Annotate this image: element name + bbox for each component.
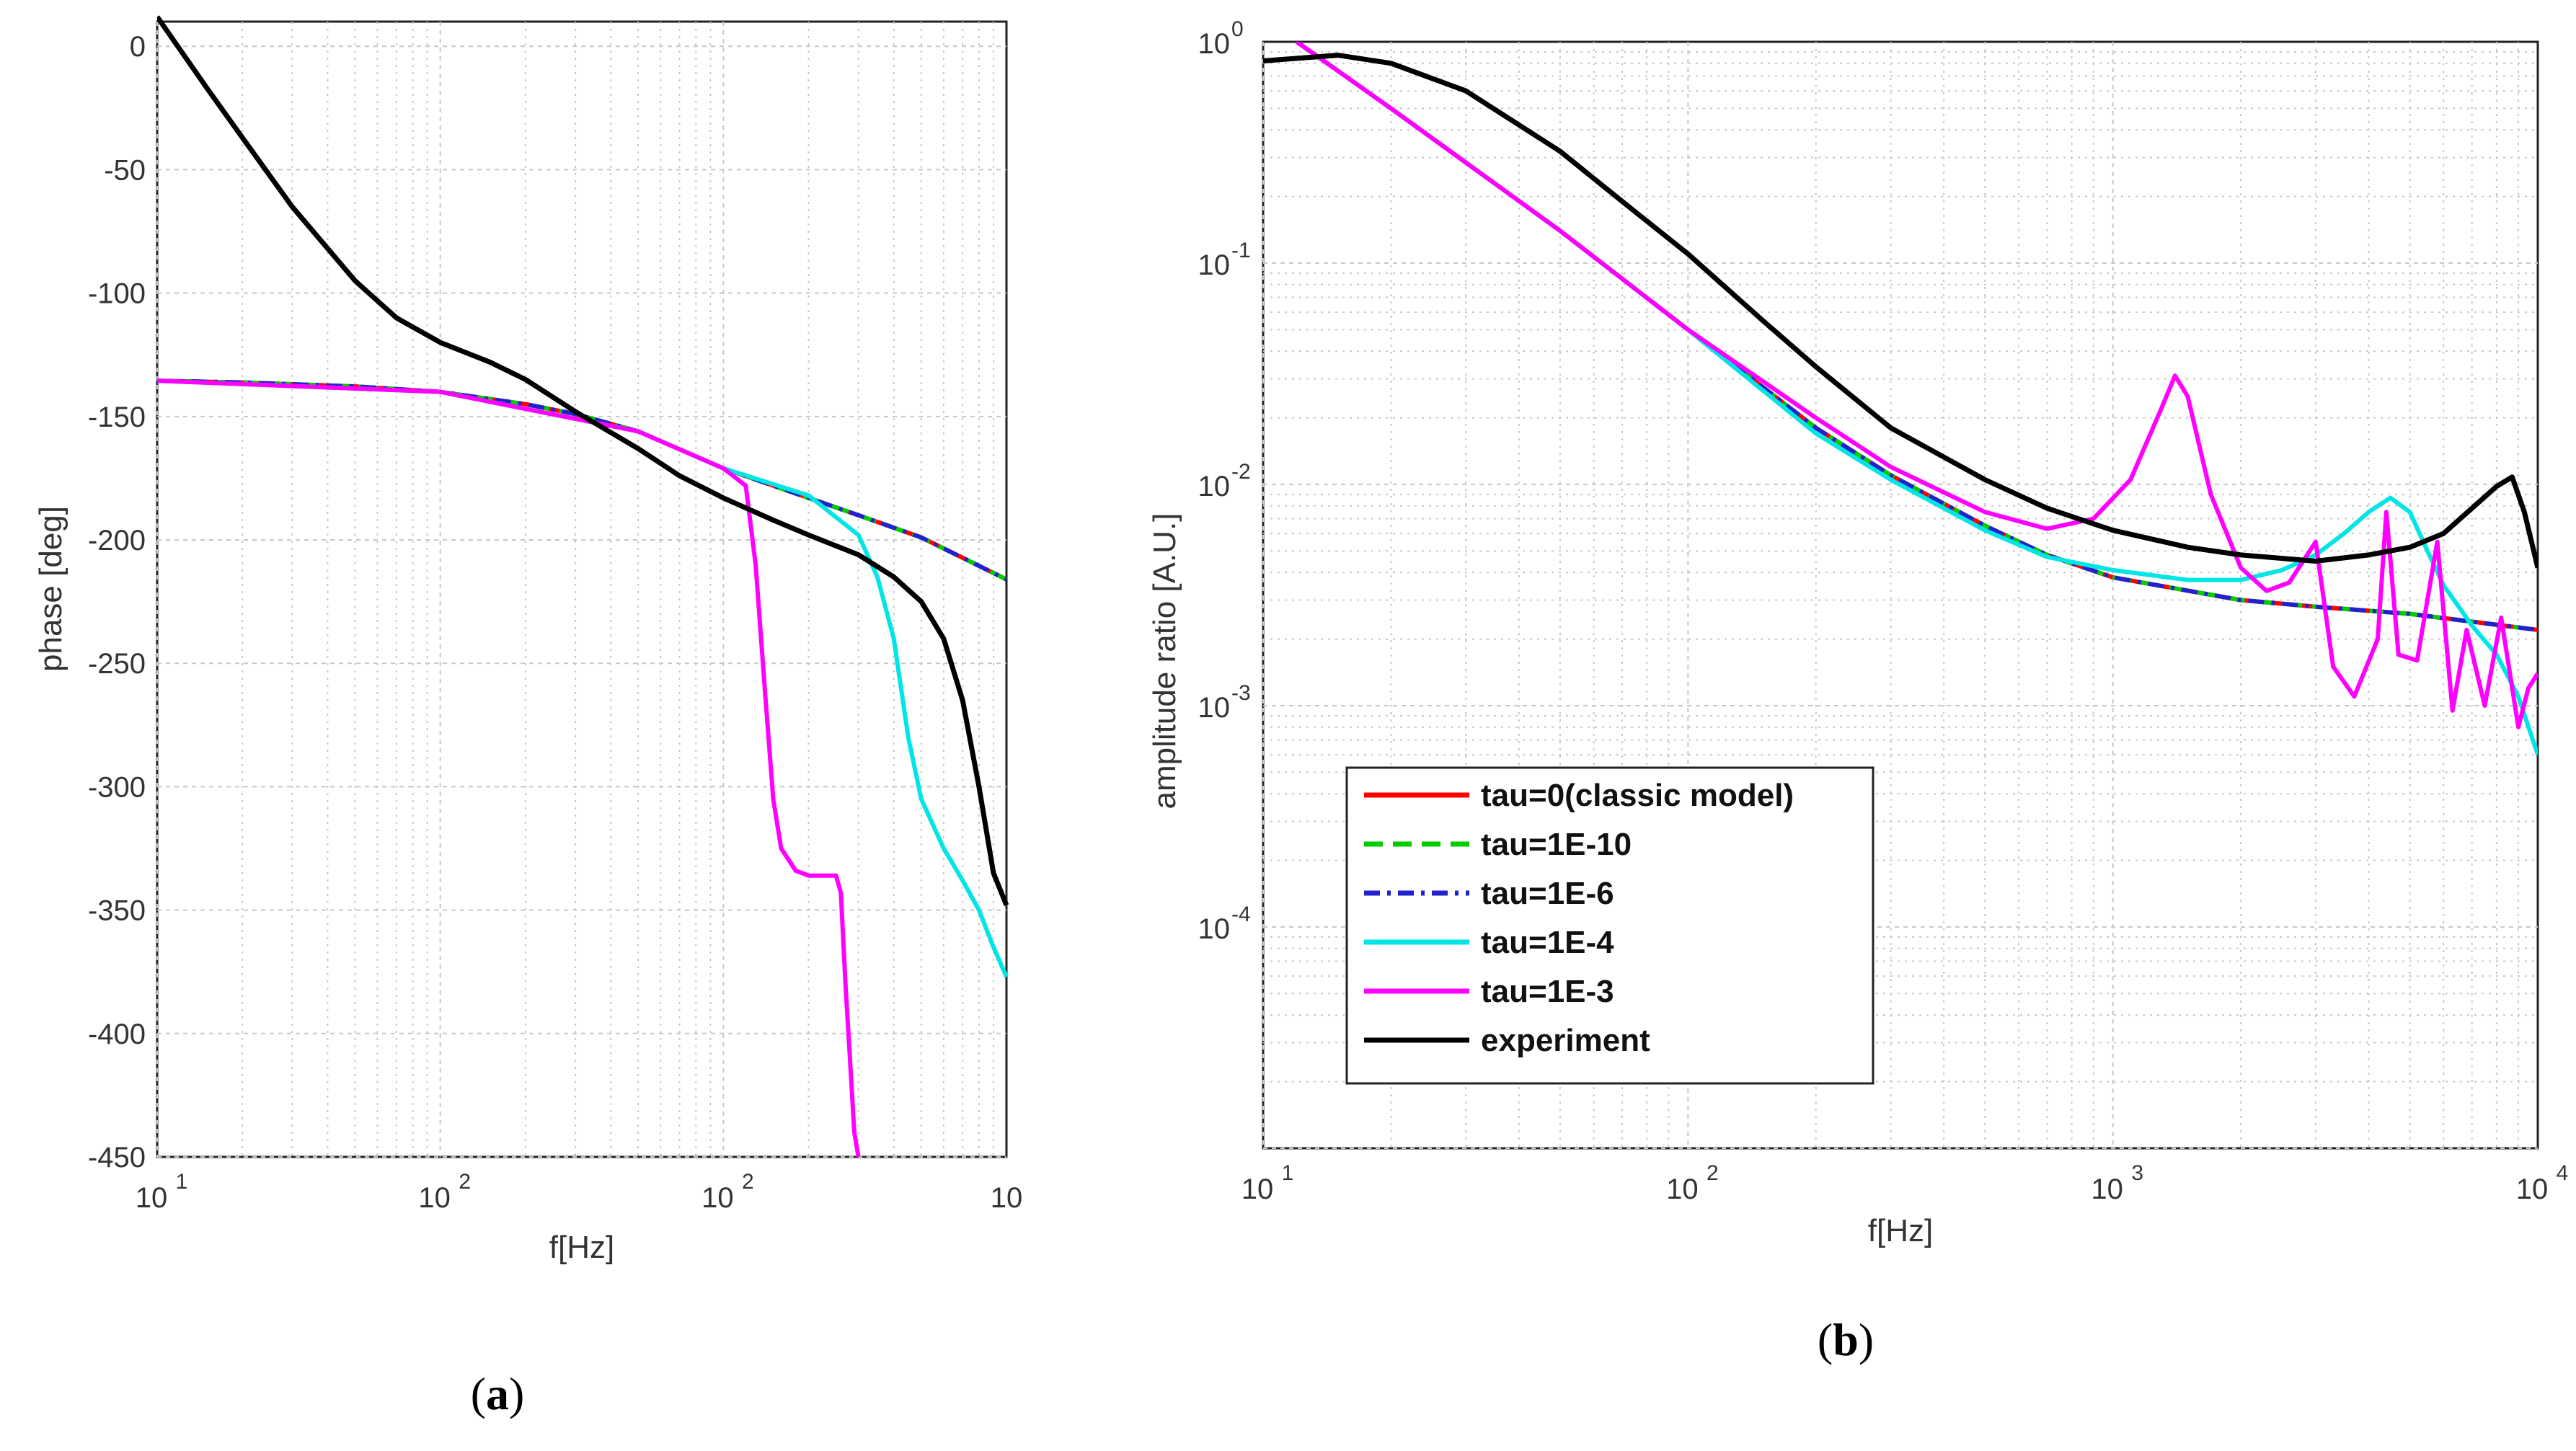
x-tick-exponent: 1 xyxy=(1282,1161,1294,1185)
phase-plot-series xyxy=(157,15,1009,1157)
legend-label: experiment xyxy=(1481,1023,1650,1058)
x-tick-exponent: 2 xyxy=(459,1170,471,1194)
phase-plot-grid xyxy=(156,22,1006,1158)
series-line-tau-1e-4 xyxy=(1295,42,2538,756)
y-tick-label: 10 xyxy=(1198,913,1231,945)
y-tick-label: -50 xyxy=(104,154,146,186)
legend-label: tau=1E-4 xyxy=(1481,925,1614,960)
x-tick-label: 10 xyxy=(1666,1173,1699,1205)
x-tick-exponent: 2 xyxy=(1707,1161,1719,1185)
panel-b-label: (b) xyxy=(1818,1314,1874,1365)
y-tick-label: 10 xyxy=(1198,692,1231,724)
y-tick-label: 10 xyxy=(1198,471,1231,502)
phase-plot-x-label: f[Hz] xyxy=(549,1230,614,1265)
phase-plot-x-ticks: 10 1 10 2 10 2 10 xyxy=(136,1170,1023,1214)
phase-plot-y-label: phase [deg] xyxy=(33,506,68,672)
x-tick-label: 10 xyxy=(991,1182,1023,1214)
x-tick-exponent: 2 xyxy=(742,1170,754,1194)
series-line-experiment xyxy=(1263,53,2538,569)
panel-a-label: (a) xyxy=(471,1368,525,1419)
x-tick-label: 10 xyxy=(136,1182,168,1214)
y-tick-exponent: -4 xyxy=(1231,902,1251,926)
y-tick-exponent: -2 xyxy=(1231,460,1251,484)
x-tick-label: 10 xyxy=(2516,1173,2549,1205)
y-tick-exponent: -1 xyxy=(1231,239,1251,262)
amplitude-plot-y-label: amplitude ratio [A.U.] xyxy=(1147,513,1182,809)
amplitude-plot-series xyxy=(1263,42,2538,756)
phase-plot-panel: 0-50-100-150-200-250-300-350-400-450 101… xyxy=(33,15,1023,1419)
y-tick-label: -450 xyxy=(88,1142,146,1173)
y-tick-label: -200 xyxy=(88,525,146,556)
series-line-tau-1e-3 xyxy=(1295,42,2538,729)
y-tick-label: -100 xyxy=(88,278,146,310)
y-tick-label: -150 xyxy=(88,401,146,433)
y-tick-label: -350 xyxy=(88,895,146,927)
amplitude-plot-x-ticks: 10 1 10 2 10 3 10 4 xyxy=(1241,1161,2569,1205)
legend-box xyxy=(1345,766,1875,1085)
x-tick-label: 10 xyxy=(1241,1173,1274,1205)
x-tick-exponent: 3 xyxy=(2131,1161,2143,1185)
y-tick-label: -400 xyxy=(88,1019,146,1050)
amplitude-plot-x-label: f[Hz] xyxy=(1868,1213,1933,1248)
amplitude-plot-grid xyxy=(1262,42,2538,1149)
y-tick-label: -300 xyxy=(88,771,146,803)
y-tick-label: 10 xyxy=(1198,28,1231,60)
legend-label: tau=1E-10 xyxy=(1481,827,1632,862)
y-tick-exponent: -3 xyxy=(1231,681,1251,705)
y-tick-label: -250 xyxy=(88,648,146,680)
amplitude-plot-legend: tau=0(classic model) tau=1E-10 tau=1E-6 tau… xyxy=(1345,766,1875,1085)
legend-label: tau=0(classic model) xyxy=(1481,778,1794,813)
y-tick-label: 10 xyxy=(1198,249,1231,281)
phase-plot-y-ticks: 0 -50 -100 -150 -200 -250 -300 -350 -400 -450 xyxy=(88,31,146,1173)
series-line-experiment xyxy=(157,15,1009,907)
x-tick-exponent: 4 xyxy=(2557,1161,2569,1185)
x-tick-label: 10 xyxy=(418,1182,451,1214)
legend-label: tau=1E-3 xyxy=(1481,974,1614,1009)
y-tick-exponent: 0 xyxy=(1231,17,1244,41)
x-tick-label: 10 xyxy=(701,1182,734,1214)
x-tick-exponent: 1 xyxy=(176,1170,188,1194)
legend-label: tau=1E-6 xyxy=(1481,876,1614,911)
series-line-tau-1e-3 xyxy=(157,378,861,1157)
x-tick-label: 10 xyxy=(2091,1173,2123,1205)
y-tick-label: 0 xyxy=(130,31,146,63)
